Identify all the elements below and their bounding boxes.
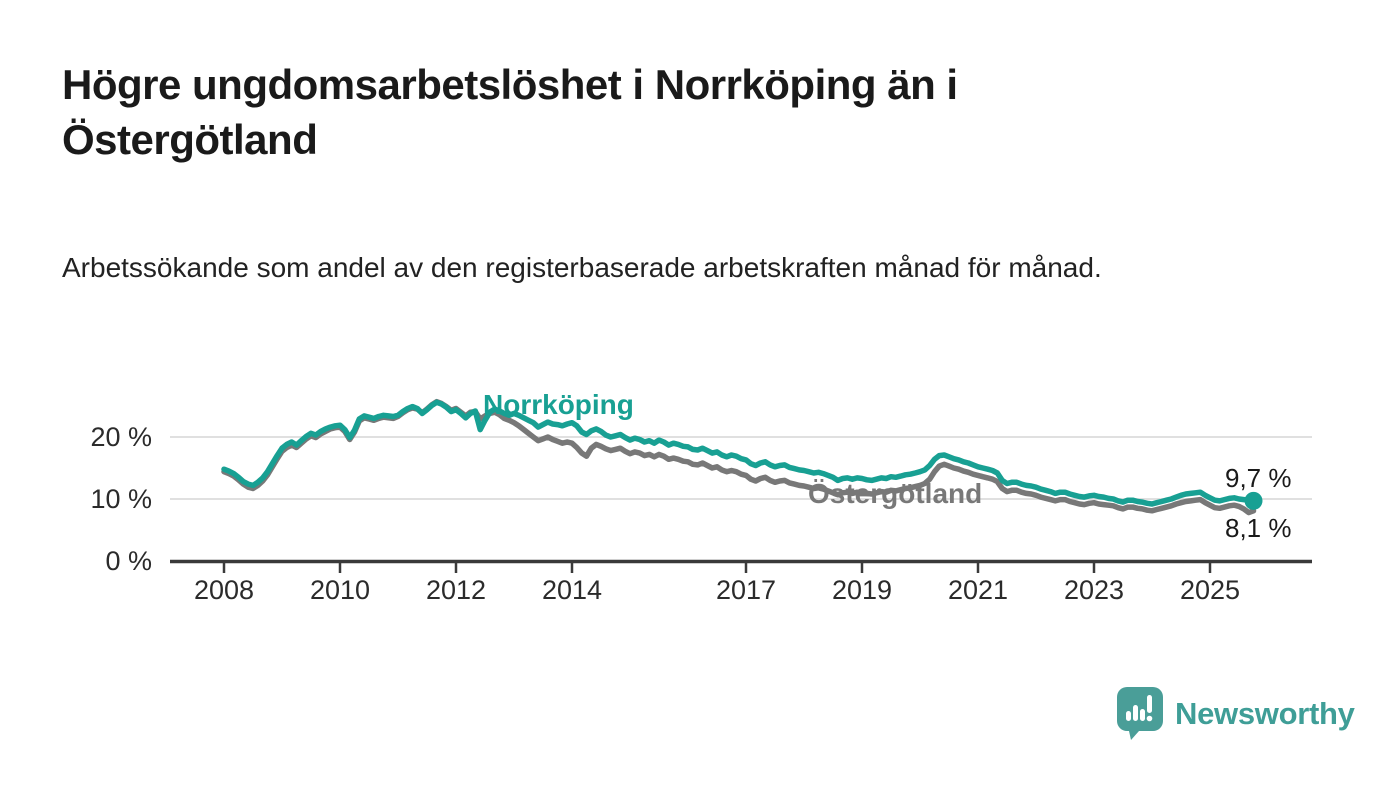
- x-tick-label: 2021: [948, 575, 1008, 605]
- y-tick-label: 0 %: [105, 546, 152, 576]
- page-title: Högre ungdomsarbetslöshet i Norrköping ä…: [62, 61, 958, 163]
- series-label-norrköping: Norrköping: [483, 389, 634, 420]
- chart-subtitle: Arbetssökande som andel av den registerb…: [62, 252, 1102, 283]
- x-tick-label: 2010: [310, 575, 370, 605]
- x-tick-label: 2012: [426, 575, 486, 605]
- series-end-dot-norrköping: [1244, 491, 1263, 510]
- brand-name: Newsworthy: [1175, 695, 1355, 731]
- bar-chart-speech-bubble-icon: [1117, 687, 1163, 740]
- series-line-norrköping: [221, 399, 1257, 507]
- x-axis-labels: 2008 2010 2012 2014 2017 2019 2021 2023 2025: [194, 575, 1240, 605]
- y-tick-label: 20 %: [90, 422, 152, 452]
- series-end-value-östergötland: 8,1 %: [1225, 513, 1292, 543]
- series-label-östergötland: Östergötland: [808, 478, 982, 509]
- x-tick-label: 2014: [542, 575, 602, 605]
- x-tick-label: 2017: [716, 575, 776, 605]
- x-tick-label: 2025: [1180, 575, 1240, 605]
- y-tick-label: 10 %: [90, 484, 152, 514]
- x-tick-label: 2023: [1064, 575, 1124, 605]
- x-tick-label: 2019: [832, 575, 892, 605]
- newsworthy-brand: Newsworthy: [1117, 687, 1355, 740]
- gridlines: [170, 436, 1312, 500]
- series-end-value-norrköping: 9,7 %: [1225, 463, 1292, 493]
- x-tick-label: 2008: [194, 575, 254, 605]
- y-axis-labels: 0 % 10 % 20 %: [90, 422, 152, 576]
- x-axis: [170, 559, 1312, 573]
